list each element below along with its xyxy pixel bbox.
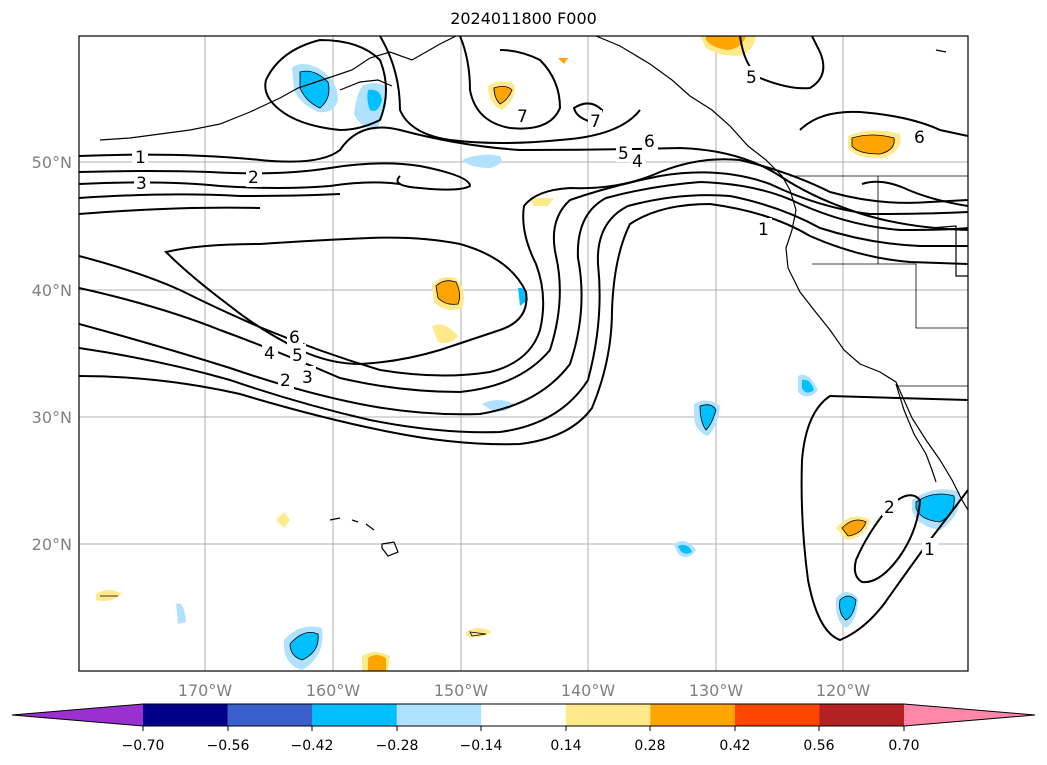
colorbar-segment (396, 704, 482, 726)
contour-label: 5 (618, 144, 629, 164)
gridlines (79, 36, 968, 671)
contour-label: 6 (289, 328, 300, 348)
contour-label: 6 (644, 132, 655, 152)
map-area (79, 36, 968, 671)
contour-label: 1 (924, 540, 935, 560)
lon-tick-label: 150°W (434, 681, 489, 700)
colorbar-segment (734, 704, 820, 726)
contour-label: 3 (136, 174, 147, 194)
contour-label: 2 (248, 168, 259, 188)
colorbar-segment (312, 704, 398, 726)
lat-tick-label: 20°N (32, 535, 72, 554)
contour-label: 2 (884, 498, 895, 518)
colorbar-tick-label: −0.42 (291, 738, 334, 754)
contour-label: 4 (632, 152, 643, 172)
contour-label: 7 (590, 112, 601, 132)
contour-label: 7 (517, 107, 528, 127)
colorbar-tick-label: −0.14 (460, 738, 503, 754)
colorbar-tick-label: −0.56 (207, 738, 250, 754)
contour-label: 5 (746, 68, 757, 88)
colorbar-segment (819, 704, 905, 726)
map-title: 2024011800 F000 (450, 9, 597, 28)
colorbar-extend-low (12, 704, 143, 726)
lat-tick-label: 30°N (32, 408, 72, 427)
lat-tick-labels: 50°N 40°N 30°N 20°N (32, 153, 72, 554)
colorbar-tick-label: 0.14 (550, 738, 581, 754)
contour-label: 2 (280, 371, 291, 391)
lon-tick-label: 130°W (689, 681, 744, 700)
colorbar-tick-label: 0.70 (888, 738, 919, 754)
colorbar-segment (227, 704, 313, 726)
lon-tick-label: 160°W (306, 681, 361, 700)
coastlines (99, 36, 968, 557)
contour-label: 3 (302, 368, 313, 388)
colorbar-tick-label: −0.28 (376, 738, 419, 754)
lat-tick-label: 50°N (32, 153, 72, 172)
contour-label: 1 (135, 148, 146, 168)
shading-outlines (100, 70, 955, 661)
colorbar-segment (565, 704, 651, 726)
contour-labels: 1 2 3 6 4 5 3 2 5 4 6 7 7 5 6 1 2 1 (132, 66, 938, 560)
country-borders (790, 175, 968, 387)
colorbar-tick-label: 0.56 (803, 738, 834, 754)
lon-tick-label: 120°W (816, 681, 871, 700)
contour-label: 4 (264, 344, 275, 364)
colorbar-tick-label: −0.70 (122, 738, 165, 754)
contour-label: 5 (292, 346, 303, 366)
colorbar-tick-label: 0.28 (634, 738, 665, 754)
colorbar-segments (12, 704, 1035, 726)
colorbar-tick-labels: −0.70 −0.56 −0.42 −0.28 −0.14 0.14 0.28 … (122, 738, 920, 754)
contour-lines (79, 36, 968, 642)
lat-tick-label: 40°N (32, 281, 72, 300)
contour-label: 6 (914, 128, 925, 148)
colorbar-extend-high (904, 704, 1035, 726)
colorbar: −0.70 −0.56 −0.42 −0.28 −0.14 0.14 0.28 … (11, 703, 1036, 754)
lon-tick-label: 140°W (561, 681, 616, 700)
contour-label: 1 (758, 220, 769, 240)
map-frame (78, 35, 969, 672)
lon-tick-labels: 170°W 160°W 150°W 140°W 130°W 120°W (178, 681, 871, 700)
colorbar-segment (650, 704, 736, 726)
colorbar-ticks (142, 726, 905, 731)
colorbar-tick-label: 0.42 (719, 738, 750, 754)
colorbar-segment (481, 704, 567, 726)
colorbar-segment (143, 704, 229, 726)
lon-tick-label: 170°W (178, 681, 233, 700)
